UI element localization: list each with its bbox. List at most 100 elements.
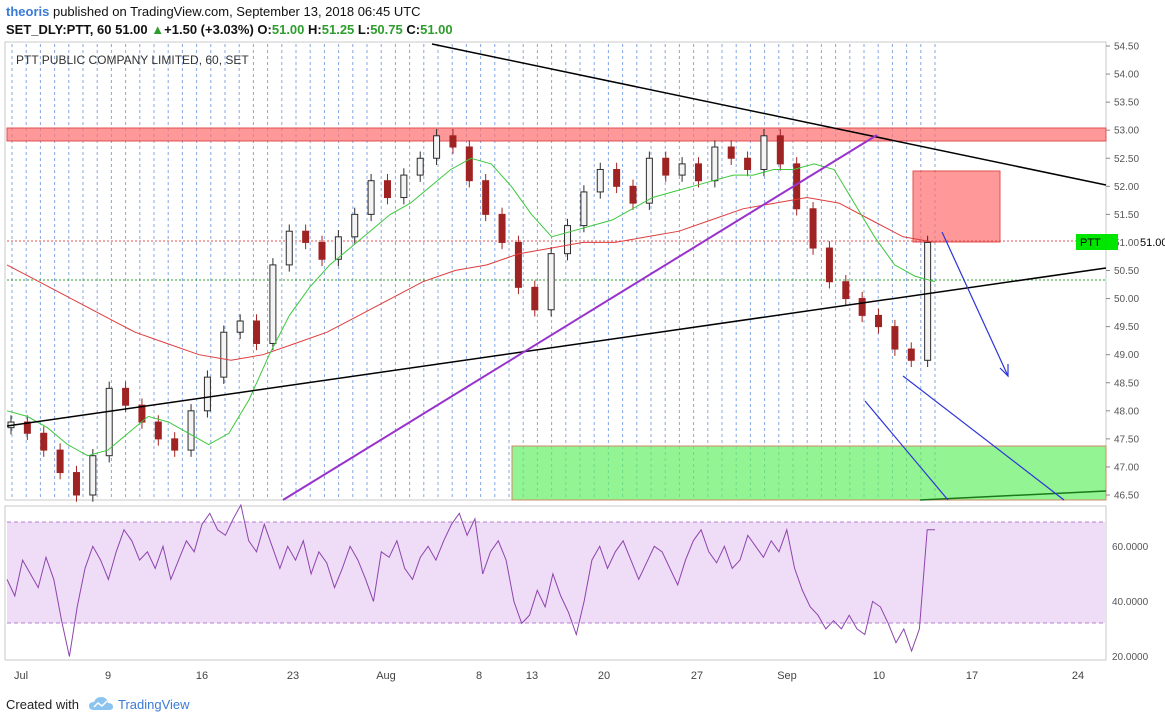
target-box (912, 170, 1001, 243)
candle-body (154, 421, 162, 440)
candle-body (40, 432, 48, 451)
candle-body (825, 247, 833, 283)
fast-moving-average-line (6, 157, 936, 457)
tradingview-cloud-icon[interactable] (88, 695, 114, 716)
lower-trendline[interactable] (6, 267, 1107, 427)
candle-body (416, 157, 424, 176)
candle-body (809, 208, 817, 249)
candle-body (744, 157, 752, 170)
price-change: +1.50 (+3.03%) (164, 22, 254, 37)
created-with-text: Created with (6, 697, 79, 712)
time-tick-label: Aug (376, 670, 396, 682)
candle-body (694, 163, 702, 182)
time-tick-label: 27 (691, 670, 703, 682)
rsi-line (6, 503, 935, 657)
price-tick-label: 48.00 (1114, 406, 1139, 417)
candle-body (122, 387, 130, 406)
candlesticks (7, 129, 932, 502)
time-tick-label: 20 (598, 670, 610, 682)
candle-body (531, 286, 539, 311)
candle-body (318, 241, 326, 260)
price-tick-label: 54.00 (1114, 70, 1139, 81)
chart-canvas[interactable]: PTT PUBLIC COMPANY LIMITED, 60, SET 46.5… (0, 0, 1165, 690)
price-tick-label: 53.00 (1114, 126, 1139, 137)
candle-body (56, 449, 64, 474)
slow-moving-average-line (6, 196, 936, 361)
rsi-tick-label: 40.0000 (1112, 597, 1149, 608)
purple-trendline[interactable] (282, 134, 878, 501)
price-pane (4, 41, 1107, 501)
time-tick-label: 17 (966, 670, 978, 682)
rsi-axis[interactable]: 20.0000 40.0000 60.0000 (1112, 542, 1149, 663)
candle-body (678, 163, 686, 176)
price-label-tag: PTT 51.00 (1076, 234, 1165, 250)
support-trendline[interactable] (919, 490, 1107, 501)
open-value: 51.00 (271, 22, 305, 37)
footer: Created with TradingView (0, 690, 1165, 722)
candle-body (72, 472, 80, 496)
time-tick-label: 10 (873, 670, 885, 682)
support-zone (511, 445, 1107, 501)
price-label-symbol: PTT (1080, 237, 1101, 249)
time-tick-label: Jul (14, 670, 28, 682)
candle-body (351, 213, 359, 238)
price-tick-label: 53.50 (1114, 98, 1139, 109)
candle-body (711, 146, 719, 182)
candle-body (891, 326, 899, 350)
low-label: L: (357, 22, 371, 37)
candle-body (629, 185, 637, 204)
candle-body (564, 225, 572, 255)
candle-body (269, 264, 277, 344)
candle-body (23, 421, 31, 434)
candle-body (924, 241, 932, 361)
time-tick-label: 9 (105, 670, 111, 682)
candle-body (449, 135, 457, 148)
author-name[interactable]: theoris (6, 4, 50, 19)
price-tick-label: 47.50 (1114, 434, 1139, 445)
candle-body (580, 191, 588, 227)
candle-body (727, 146, 735, 159)
candle-body (220, 331, 228, 378)
candle-body (875, 314, 883, 328)
ohlc-line: SET_DLY:PTT, 60 51.00 ▲+1.50 (+3.03%) O:… (6, 22, 453, 37)
candle-body (187, 410, 195, 451)
price-tick-label: 46.50 (1114, 491, 1139, 502)
price-tick-label: 50.00 (1114, 294, 1139, 305)
candle-body (236, 320, 244, 333)
time-axis[interactable]: Jul 9 16 23 Aug 8 13 20 27 Sep 10 17 24 (14, 670, 1084, 682)
candle-body (662, 157, 670, 176)
close-label: C: (406, 22, 421, 37)
time-tick-label: 8 (476, 670, 482, 682)
candle-body (203, 376, 211, 412)
price-tick-label: 54.50 (1114, 42, 1139, 53)
price-tick-label: 51.00 (1114, 238, 1139, 249)
candle-body (498, 213, 506, 243)
price-tick-label: 52.50 (1114, 154, 1139, 165)
upper-trendline[interactable] (431, 43, 1107, 186)
down-arrow-1[interactable] (941, 231, 1009, 377)
down-arrow-2[interactable] (864, 400, 949, 501)
candle-body (858, 298, 866, 316)
down-arrow-3[interactable] (902, 375, 1065, 501)
high-label: H: (308, 22, 322, 37)
tradingview-link[interactable]: TradingView (118, 697, 190, 712)
candle-body (645, 157, 653, 204)
candle-body (334, 236, 342, 260)
candle-body (776, 135, 784, 165)
publish-line: theoris published on TradingView.com, Se… (6, 4, 421, 19)
candle-body (89, 455, 97, 496)
projection-arrows[interactable] (864, 231, 1065, 501)
price-tick-label: 51.50 (1114, 210, 1139, 221)
candle-body (285, 230, 293, 266)
candle-body (105, 387, 113, 457)
price-tick-label: 47.00 (1114, 462, 1139, 473)
rsi-band (7, 522, 1106, 623)
candle-body (433, 135, 441, 159)
candle-body (482, 180, 490, 215)
candle-body (514, 241, 522, 288)
candle-body (400, 174, 408, 199)
time-tick-label: Sep (777, 670, 797, 682)
price-axis[interactable]: 46.50 47.00 47.50 48.00 48.50 49.00 49.50 50.00… (1106, 42, 1139, 502)
last-price: 51.00 (115, 22, 148, 37)
rsi-tick-label: 20.0000 (1112, 652, 1149, 663)
